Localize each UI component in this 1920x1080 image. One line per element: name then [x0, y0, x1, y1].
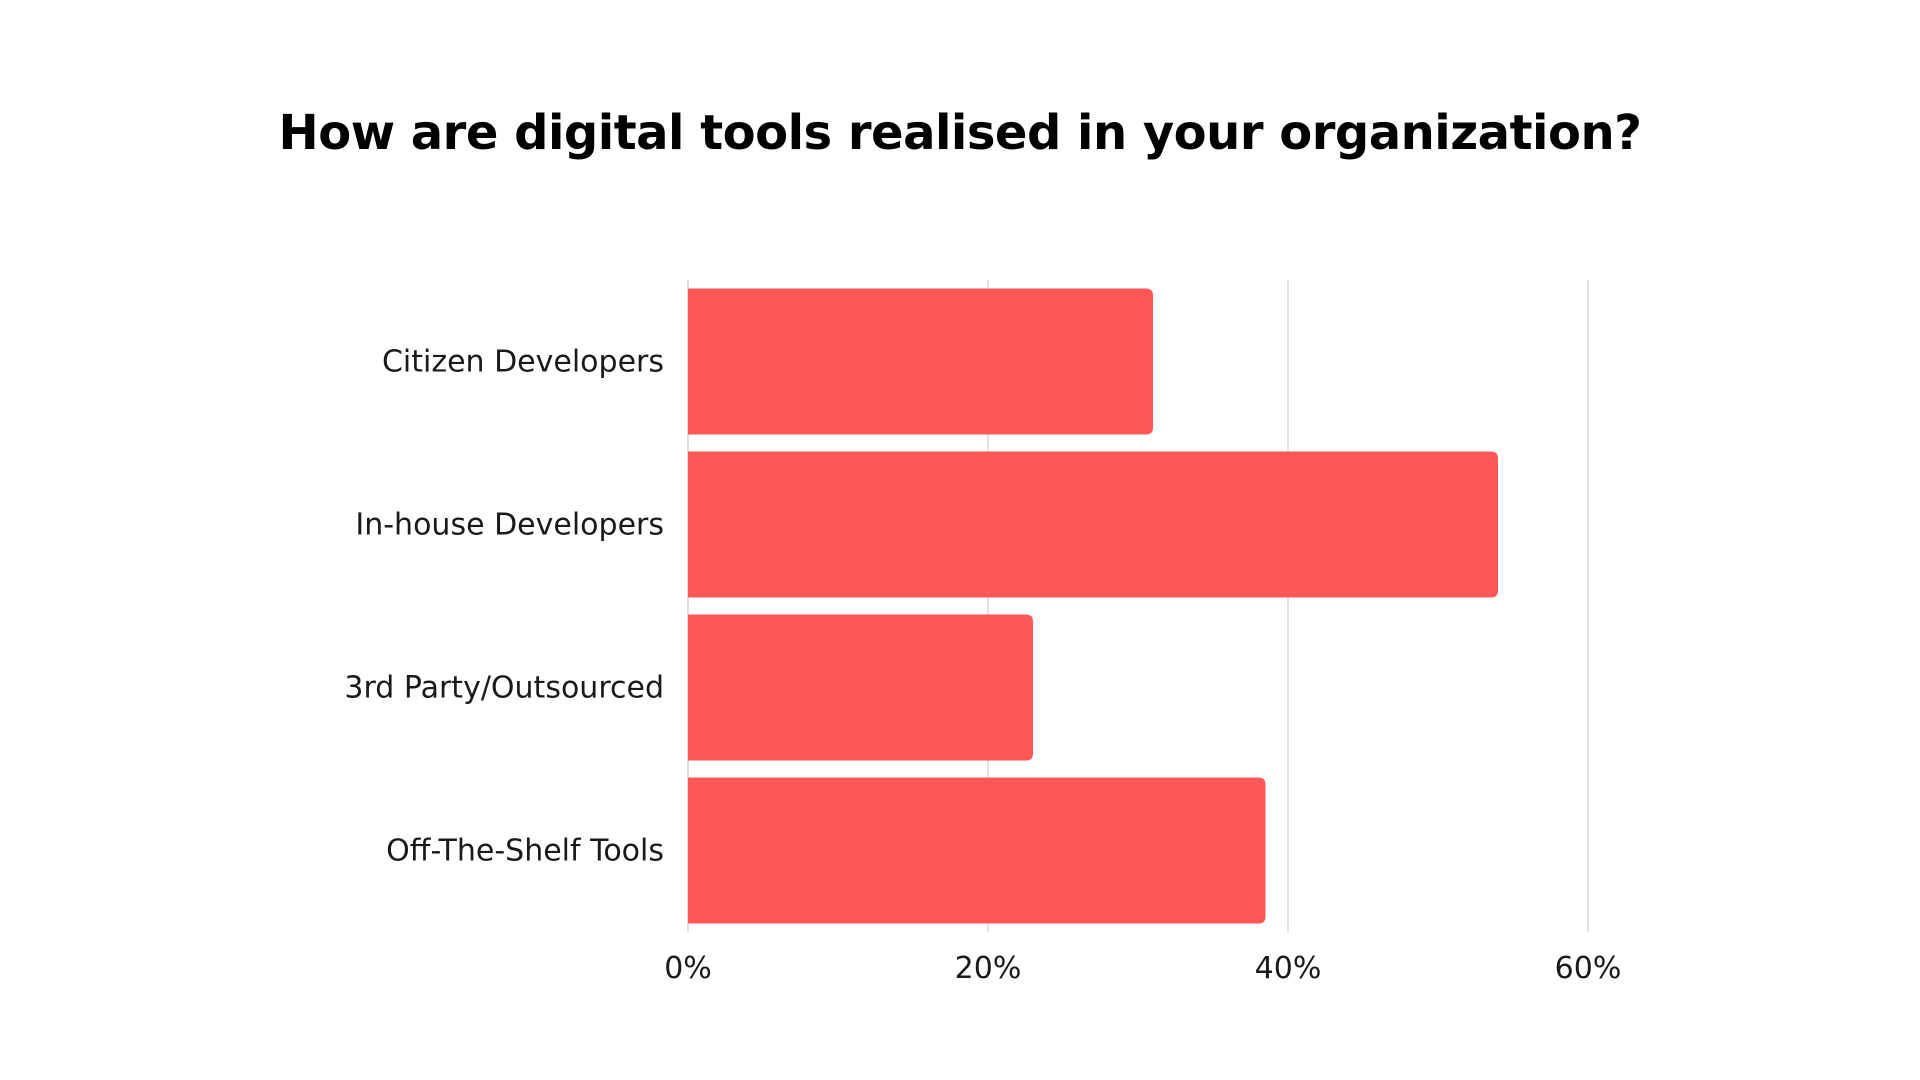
x-tick-label: 0% — [664, 951, 712, 986]
category-label: Citizen Developers — [382, 345, 664, 380]
bars — [688, 288, 1498, 924]
x-tick-label: 40% — [1255, 951, 1322, 986]
chart-title: How are digital tools realised in your o… — [278, 105, 1642, 161]
bar — [688, 288, 1153, 435]
x-tick-labels: 0% 20% 40% 60% — [664, 951, 1621, 986]
x-tick-label: 20% — [955, 951, 1022, 986]
category-label: 3rd Party/Outsourced — [344, 671, 664, 706]
bar — [688, 777, 1266, 924]
category-label: In-house Developers — [355, 508, 664, 543]
bar — [688, 614, 1033, 761]
bar — [688, 451, 1498, 598]
category-label: Off-The-Shelf Tools — [386, 834, 664, 869]
category-labels: Citizen Developers In-house Developers 3rd… — [344, 345, 664, 869]
x-tick-label: 60% — [1555, 951, 1622, 986]
